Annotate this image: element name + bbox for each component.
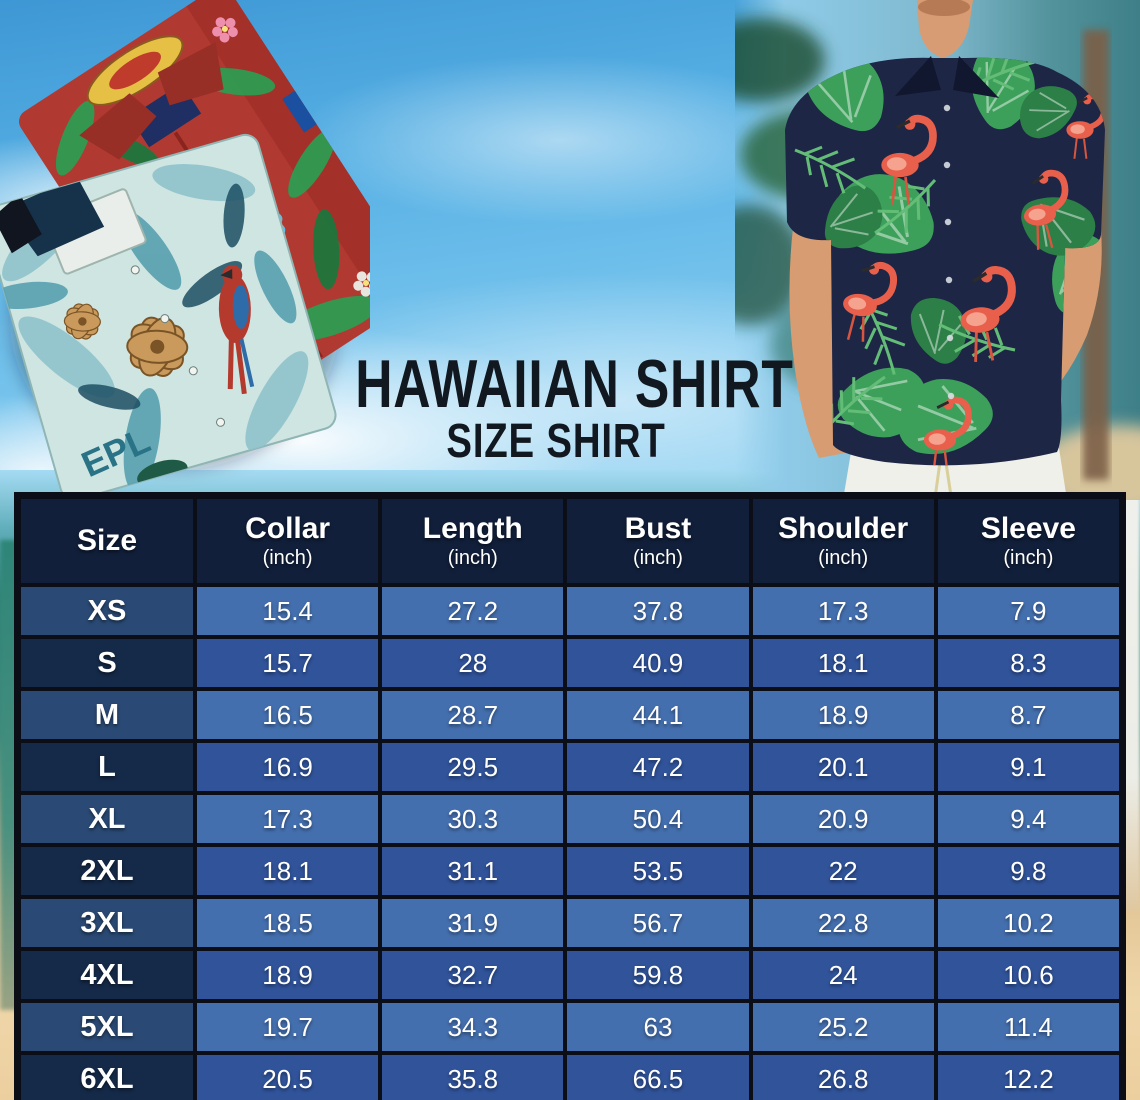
value-cell: 50.4 bbox=[567, 795, 749, 843]
column-label: Size bbox=[76, 523, 138, 557]
size-row-5xl: 5XL 19.7 34.3 63 25.2 11.4 bbox=[21, 1003, 1119, 1051]
value-cell: 7.9 bbox=[937, 587, 1119, 635]
value-cell: 11.4 bbox=[937, 1003, 1119, 1051]
value-cell: 37.8 bbox=[567, 587, 749, 635]
size-label: XS bbox=[21, 587, 193, 635]
value-cell: 8.3 bbox=[937, 639, 1119, 687]
value-cell: 47.2 bbox=[567, 743, 749, 791]
column-header-collar: Collar (inch) bbox=[197, 499, 379, 583]
value-cell: 16.5 bbox=[197, 691, 379, 739]
value-cell: 25.2 bbox=[752, 1003, 934, 1051]
value-cell: 20.1 bbox=[752, 743, 934, 791]
value-cell: 20.5 bbox=[197, 1055, 379, 1100]
value-cell: 18.5 bbox=[197, 899, 379, 947]
page-title: HAWAIIAN SHIRT bbox=[355, 346, 794, 422]
column-unit: (inch) bbox=[632, 546, 683, 569]
title-block: HAWAIIAN SHIRT SIZE SHIRT bbox=[286, 350, 826, 466]
value-cell: 56.7 bbox=[567, 899, 749, 947]
value-cell: 22 bbox=[752, 847, 934, 895]
size-label: 2XL bbox=[21, 847, 193, 895]
column-label: Shoulder bbox=[778, 512, 909, 546]
size-label: L bbox=[21, 743, 193, 791]
value-cell: 17.3 bbox=[197, 795, 379, 843]
size-row-m: M 16.5 28.7 44.1 18.9 8.7 bbox=[21, 691, 1119, 739]
value-cell: 8.7 bbox=[937, 691, 1119, 739]
value-cell: 20.9 bbox=[752, 795, 934, 843]
value-cell: 10.6 bbox=[937, 951, 1119, 999]
column-header-bust: Bust (inch) bbox=[567, 499, 749, 583]
size-label: 5XL bbox=[21, 1003, 193, 1051]
value-cell: 10.2 bbox=[937, 899, 1119, 947]
value-cell: 28 bbox=[382, 639, 564, 687]
value-cell: 16.9 bbox=[197, 743, 379, 791]
size-row-4xl: 4XL 18.9 32.7 59.8 24 10.6 bbox=[21, 951, 1119, 999]
value-cell: 15.7 bbox=[197, 639, 379, 687]
column-label: Sleeve bbox=[980, 512, 1076, 546]
column-unit: (inch) bbox=[447, 546, 498, 569]
column-label: Bust bbox=[624, 512, 692, 546]
column-unit: (inch) bbox=[1003, 546, 1054, 569]
size-row-s: S 15.7 28 40.9 18.1 8.3 bbox=[21, 639, 1119, 687]
size-row-6xl: 6XL 20.5 35.8 66.5 26.8 12.2 bbox=[21, 1055, 1119, 1100]
value-cell: 66.5 bbox=[567, 1055, 749, 1100]
value-cell: 18.1 bbox=[752, 639, 934, 687]
column-label: Collar bbox=[245, 512, 331, 546]
value-cell: 12.2 bbox=[937, 1055, 1119, 1100]
size-row-2xl: 2XL 18.1 31.1 53.5 22 9.8 bbox=[21, 847, 1119, 895]
size-table-header-row: Size Collar (inch) Length (inch) Bust (inch) Sh… bbox=[21, 499, 1119, 583]
size-row-l: L 16.9 29.5 47.2 20.1 9.1 bbox=[21, 743, 1119, 791]
size-table-head: Size Collar (inch) Length (inch) Bust (inch) Sh… bbox=[21, 499, 1119, 583]
size-label: 6XL bbox=[21, 1055, 193, 1100]
size-label: XL bbox=[21, 795, 193, 843]
value-cell: 15.4 bbox=[197, 587, 379, 635]
value-cell: 59.8 bbox=[567, 951, 749, 999]
value-cell: 9.1 bbox=[937, 743, 1119, 791]
value-cell: 9.4 bbox=[937, 795, 1119, 843]
value-cell: 31.9 bbox=[382, 899, 564, 947]
value-cell: 17.3 bbox=[752, 587, 934, 635]
size-label: 3XL bbox=[21, 899, 193, 947]
column-header-shoulder: Shoulder (inch) bbox=[752, 499, 934, 583]
column-header-length: Length (inch) bbox=[382, 499, 564, 583]
page-subtitle: SIZE SHIRT bbox=[446, 415, 666, 468]
value-cell: 26.8 bbox=[752, 1055, 934, 1100]
size-table: Size Collar (inch) Length (inch) Bust (inch) Sh… bbox=[14, 492, 1126, 1100]
value-cell: 44.1 bbox=[567, 691, 749, 739]
size-table-body: XS 15.4 27.2 37.8 17.3 7.9 S 15.7 28 40.9 18.1 8.3 M… bbox=[21, 587, 1119, 1100]
value-cell: 19.7 bbox=[197, 1003, 379, 1051]
value-cell: 30.3 bbox=[382, 795, 564, 843]
value-cell: 28.7 bbox=[382, 691, 564, 739]
value-cell: 35.8 bbox=[382, 1055, 564, 1100]
value-cell: 34.3 bbox=[382, 1003, 564, 1051]
value-cell: 27.2 bbox=[382, 587, 564, 635]
column-unit: (inch) bbox=[818, 546, 869, 569]
size-row-3xl: 3XL 18.5 31.9 56.7 22.8 10.2 bbox=[21, 899, 1119, 947]
column-header-size: Size bbox=[21, 499, 193, 583]
value-cell: 18.9 bbox=[752, 691, 934, 739]
value-cell: 18.1 bbox=[197, 847, 379, 895]
column-header-sleeve: Sleeve (inch) bbox=[937, 499, 1119, 583]
value-cell: 18.9 bbox=[197, 951, 379, 999]
value-cell: 63 bbox=[567, 1003, 749, 1051]
value-cell: 40.9 bbox=[567, 639, 749, 687]
size-label: 4XL bbox=[21, 951, 193, 999]
value-cell: 29.5 bbox=[382, 743, 564, 791]
value-cell: 24 bbox=[752, 951, 934, 999]
value-cell: 53.5 bbox=[567, 847, 749, 895]
size-row-xs: XS 15.4 27.2 37.8 17.3 7.9 bbox=[21, 587, 1119, 635]
size-row-xl: XL 17.3 30.3 50.4 20.9 9.4 bbox=[21, 795, 1119, 843]
column-label: Length bbox=[422, 512, 523, 546]
value-cell: 22.8 bbox=[752, 899, 934, 947]
value-cell: 9.8 bbox=[937, 847, 1119, 895]
value-cell: 32.7 bbox=[382, 951, 564, 999]
value-cell: 31.1 bbox=[382, 847, 564, 895]
size-label: S bbox=[21, 639, 193, 687]
column-unit: (inch) bbox=[262, 546, 313, 569]
size-label: M bbox=[21, 691, 193, 739]
